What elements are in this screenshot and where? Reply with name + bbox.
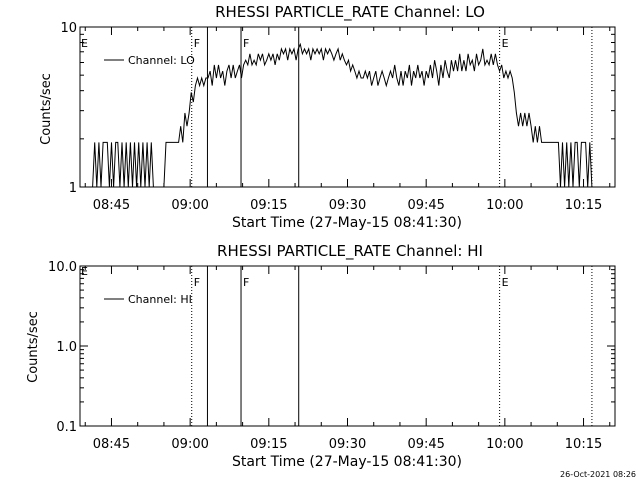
event-marker-label: F bbox=[194, 276, 200, 289]
x-tick-label: 10:00 bbox=[486, 437, 523, 452]
x-tick-label: 09:30 bbox=[329, 198, 366, 213]
lo-channel-panel: RHESSI PARTICLE_RATE Channel: LO Start T… bbox=[39, 3, 616, 231]
x-axis-label: Start Time (27-May-15 08:41:30) bbox=[232, 215, 462, 231]
x-tick-label: 08:45 bbox=[93, 198, 130, 213]
y-axis-label: Counts/sec bbox=[26, 311, 41, 383]
x-tick-label: 10:15 bbox=[565, 437, 602, 452]
y-axis-label: Counts/sec bbox=[39, 73, 54, 145]
x-tick-label: 10:00 bbox=[486, 198, 523, 213]
x-tick-label: 09:15 bbox=[250, 437, 287, 452]
data-series-line bbox=[80, 42, 594, 188]
y-tick-label: 1.0 bbox=[56, 340, 77, 355]
event-marker-label: E bbox=[502, 37, 509, 50]
x-tick-label: 09:00 bbox=[171, 437, 208, 452]
event-marker-label: E bbox=[502, 276, 509, 289]
edge-marker-label: E bbox=[81, 265, 88, 278]
y-tick-label: 10 bbox=[60, 21, 77, 36]
x-tick-label: 09:15 bbox=[250, 198, 287, 213]
chart-title: RHESSI PARTICLE_RATE Channel: LO bbox=[215, 3, 485, 22]
y-tick-label: 0.1 bbox=[56, 420, 77, 435]
edge-marker-label: E bbox=[81, 37, 88, 50]
event-marker-label: F bbox=[243, 37, 249, 50]
x-axis-label: Start Time (27-May-15 08:41:30) bbox=[232, 454, 462, 470]
chart-marks: 08:45 09:00 09:15 09:30 09:45 10:00 10:15 1 10 F F… bbox=[60, 21, 616, 213]
footer-timestamp: 26-Oct-2021 08:26 bbox=[560, 470, 636, 479]
x-tick-label: 10:15 bbox=[565, 198, 602, 213]
chart-marks: 08:45 09:00 09:15 09:30 09:45 10:00 10:15 0.1 1.… bbox=[48, 260, 616, 452]
x-tick-label: 09:00 bbox=[171, 198, 208, 213]
legend-label: Channel: LO bbox=[128, 54, 195, 67]
x-tick-label: 08:45 bbox=[93, 437, 130, 452]
hi-channel-panel: RHESSI PARTICLE_RATE Channel: HI Start T… bbox=[26, 242, 616, 470]
event-marker-label: F bbox=[243, 276, 249, 289]
event-marker-label: F bbox=[194, 37, 200, 50]
legend-label: Channel: HI bbox=[128, 293, 192, 306]
y-tick-label: 1 bbox=[69, 181, 77, 196]
chart-title: RHESSI PARTICLE_RATE Channel: HI bbox=[217, 242, 483, 261]
x-tick-label: 09:30 bbox=[329, 437, 366, 452]
x-tick-label: 09:45 bbox=[407, 437, 444, 452]
x-tick-label: 09:45 bbox=[407, 198, 444, 213]
y-tick-label: 10.0 bbox=[48, 260, 77, 275]
